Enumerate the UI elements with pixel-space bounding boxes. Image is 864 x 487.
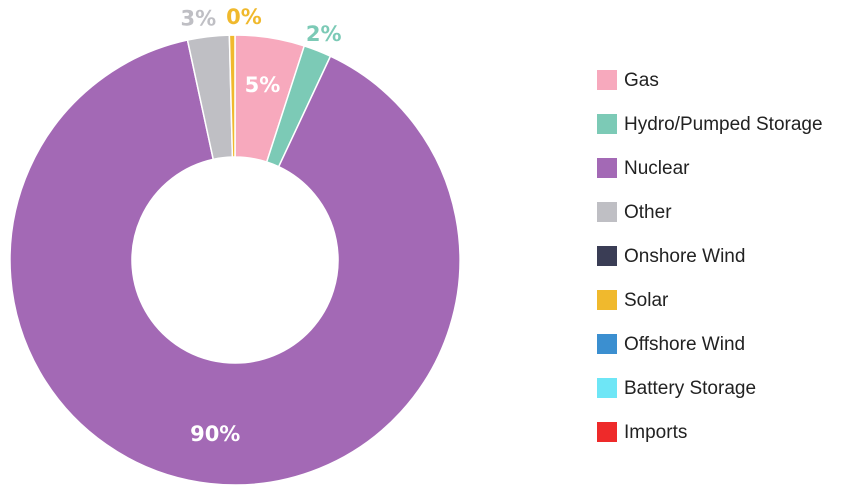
donut-slice: [228, 34, 236, 158]
legend-label: Battery Storage: [624, 378, 756, 399]
legend-swatch: [597, 246, 617, 266]
value-label: 3%: [180, 7, 216, 31]
value-label: 5%: [245, 73, 281, 97]
legend-swatch: [597, 114, 617, 134]
legend-label: Onshore Wind: [624, 246, 745, 267]
legend-swatch: [597, 202, 617, 222]
legend-swatch: [597, 70, 617, 90]
legend-label: Nuclear: [624, 158, 690, 179]
legend-label: Gas: [624, 70, 659, 91]
legend-label: Other: [624, 202, 672, 223]
legend-label: Solar: [624, 290, 669, 311]
legend-swatch: [597, 334, 617, 354]
legend-label: Hydro/Pumped Storage: [624, 114, 823, 135]
value-label: 2%: [306, 22, 342, 46]
legend-swatch: [597, 158, 617, 178]
legend-swatch: [597, 422, 617, 442]
legend-label: Imports: [624, 422, 687, 443]
legend-swatch: [597, 290, 617, 310]
donut-slice: [9, 39, 461, 486]
value-label: 0%: [226, 5, 262, 29]
legend-swatch: [597, 378, 617, 398]
value-label: 90%: [190, 422, 240, 446]
legend-label: Offshore Wind: [624, 334, 745, 355]
